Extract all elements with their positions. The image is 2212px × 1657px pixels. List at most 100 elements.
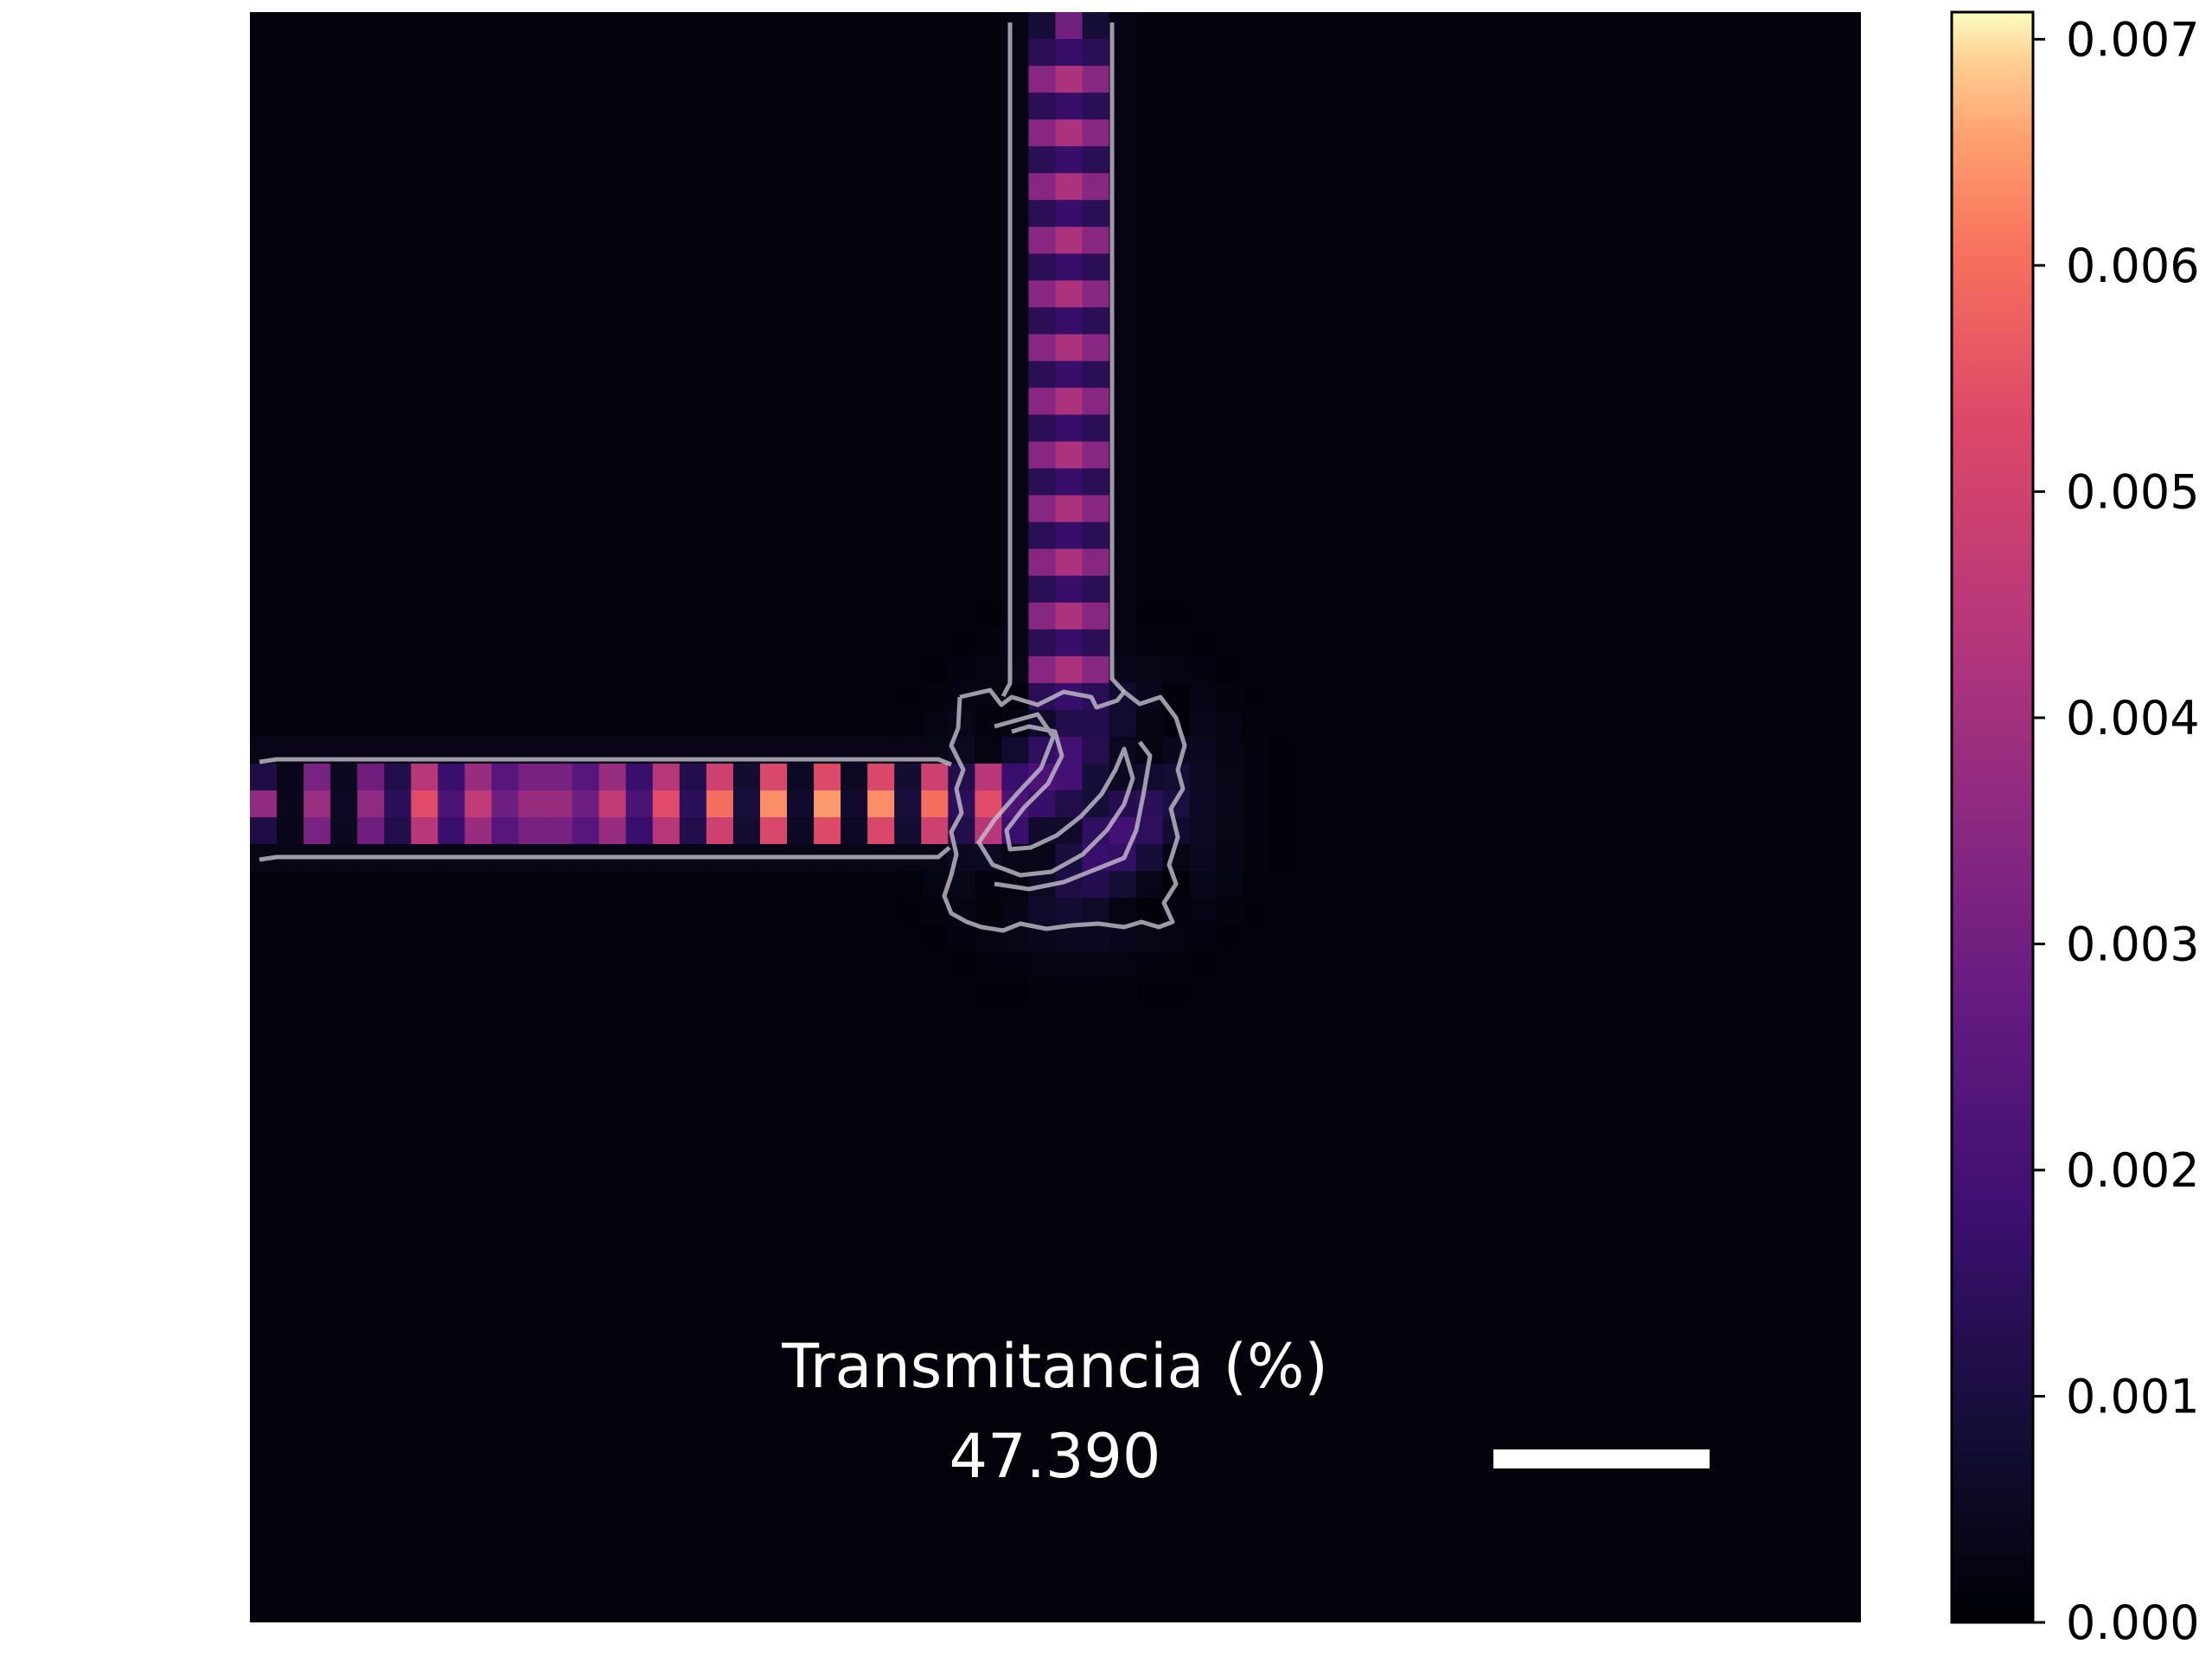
heatmap-cell (1162, 602, 1191, 630)
heatmap-cell (1001, 253, 1030, 281)
heatmap-cell (1082, 387, 1110, 416)
heatmap-cell (1028, 468, 1057, 496)
heatmap-cell (1001, 548, 1030, 577)
heatmap-cell (330, 817, 358, 845)
heatmap-cell (1028, 656, 1057, 684)
heatmap-cell (1001, 200, 1030, 227)
heatmap-cell (1189, 656, 1218, 684)
heatmap-cell (787, 817, 815, 845)
heatmap-cell (1055, 521, 1084, 550)
heatmap-cell (1001, 521, 1030, 550)
heatmap-cell (1055, 253, 1084, 281)
heatmap-cell (1055, 709, 1084, 738)
heatmap-cell (814, 790, 841, 818)
heatmap-cell (1028, 280, 1057, 308)
heatmap-cell (1001, 602, 1030, 630)
heatmap-cell (1055, 334, 1084, 362)
heatmap-cell (1028, 495, 1057, 523)
heatmap-cell (438, 790, 465, 818)
heatmap-cell (411, 790, 438, 818)
colorbar-tick-label: 0.001 (2066, 1369, 2200, 1423)
heatmap-cell (1162, 790, 1191, 818)
heatmap-cell (491, 790, 520, 818)
heatmap-cell (1055, 200, 1084, 227)
heatmap-cell (1055, 66, 1084, 93)
heatmap-cell (787, 763, 815, 791)
heatmap-cell (841, 763, 868, 791)
heatmap-cell (921, 763, 949, 791)
heatmap-cell (1082, 656, 1110, 684)
heatmap-cell (894, 790, 922, 818)
heatmap-cell (625, 763, 654, 791)
heatmap-cell (1216, 871, 1244, 899)
heatmap-cell (948, 629, 975, 657)
heatmap-cell (384, 763, 412, 791)
heatmap-cell (330, 763, 358, 791)
heatmap-cell (1135, 951, 1164, 979)
heatmap-cell (1189, 790, 1218, 818)
heatmap-cell (975, 682, 1002, 711)
colorbar-tick-label: 0.002 (2066, 1143, 2200, 1198)
heatmap-cell (1082, 575, 1110, 604)
heatmap-cell (652, 817, 681, 845)
heatmap-cell (975, 602, 1002, 630)
heatmap-cell (384, 790, 412, 818)
heatmap-cell (732, 790, 761, 818)
heatmap-cell (1028, 575, 1057, 604)
heatmap-cell (1028, 414, 1057, 443)
heatmap-cell (867, 790, 895, 818)
heatmap-cell (1082, 119, 1110, 147)
heatmap-cell (921, 924, 949, 952)
heatmap-cell (1082, 414, 1110, 443)
heatmap-cell (1001, 146, 1030, 174)
heatmap-cell (1055, 468, 1084, 496)
horizontal-waveguide-outline (259, 757, 952, 862)
heatmap-cell (1135, 844, 1164, 872)
heatmap-cell (1082, 39, 1110, 67)
heatmap-cell (491, 817, 520, 845)
heatmap-cell (1189, 682, 1218, 711)
heatmap-cell (1028, 790, 1057, 818)
heatmap-cell (572, 790, 600, 818)
heatmap-cell (1082, 146, 1110, 174)
heatmap-cell (652, 790, 681, 818)
heatmap-cell (679, 817, 707, 845)
heatmap-cell (1216, 790, 1244, 818)
heatmap-cell (1001, 441, 1030, 470)
colorbar-tick-label: 0.004 (2066, 691, 2200, 745)
heatmap-cell (1028, 93, 1057, 120)
heatmap-cell (921, 656, 949, 684)
heatmap-cell (1028, 307, 1057, 335)
heatmap-cell (921, 682, 949, 711)
heatmap-cell (1055, 790, 1084, 818)
heatmap-cell (572, 763, 600, 791)
heatmap-cell (277, 763, 304, 791)
heatmap-cell (1162, 844, 1191, 872)
heatmap-cell (1028, 200, 1057, 227)
heatmap-cell (1028, 334, 1057, 362)
heatmap-cells (250, 12, 1298, 1006)
heatmap-cell (1055, 495, 1084, 523)
heatmap-cell (1055, 575, 1084, 604)
heatmap-cell (1082, 227, 1110, 254)
heatmap-cell (759, 763, 788, 791)
heatmap-cell (1243, 898, 1271, 925)
heatmap-cell (1028, 66, 1057, 93)
heatmap-cell (598, 817, 627, 845)
heatmap-cell (1028, 12, 1057, 40)
heatmap-cell (572, 817, 600, 845)
heatmap-cell (1243, 817, 1271, 845)
heatmap-cell (1082, 924, 1110, 952)
heatmap-cell (679, 790, 707, 818)
heatmap-cell (1082, 173, 1110, 201)
heatmap-cell (706, 790, 734, 818)
heatmap-cell (250, 817, 278, 845)
coupler-core-outline (994, 740, 1153, 892)
heatmap-cell (814, 817, 841, 845)
heatmap-cell (1216, 817, 1244, 845)
heatmap-cell (545, 790, 573, 818)
heatmap-cell (1028, 521, 1057, 550)
heatmap-cell (1001, 280, 1030, 308)
heatmap-cell (732, 817, 761, 845)
heatmap-cell (921, 898, 949, 925)
